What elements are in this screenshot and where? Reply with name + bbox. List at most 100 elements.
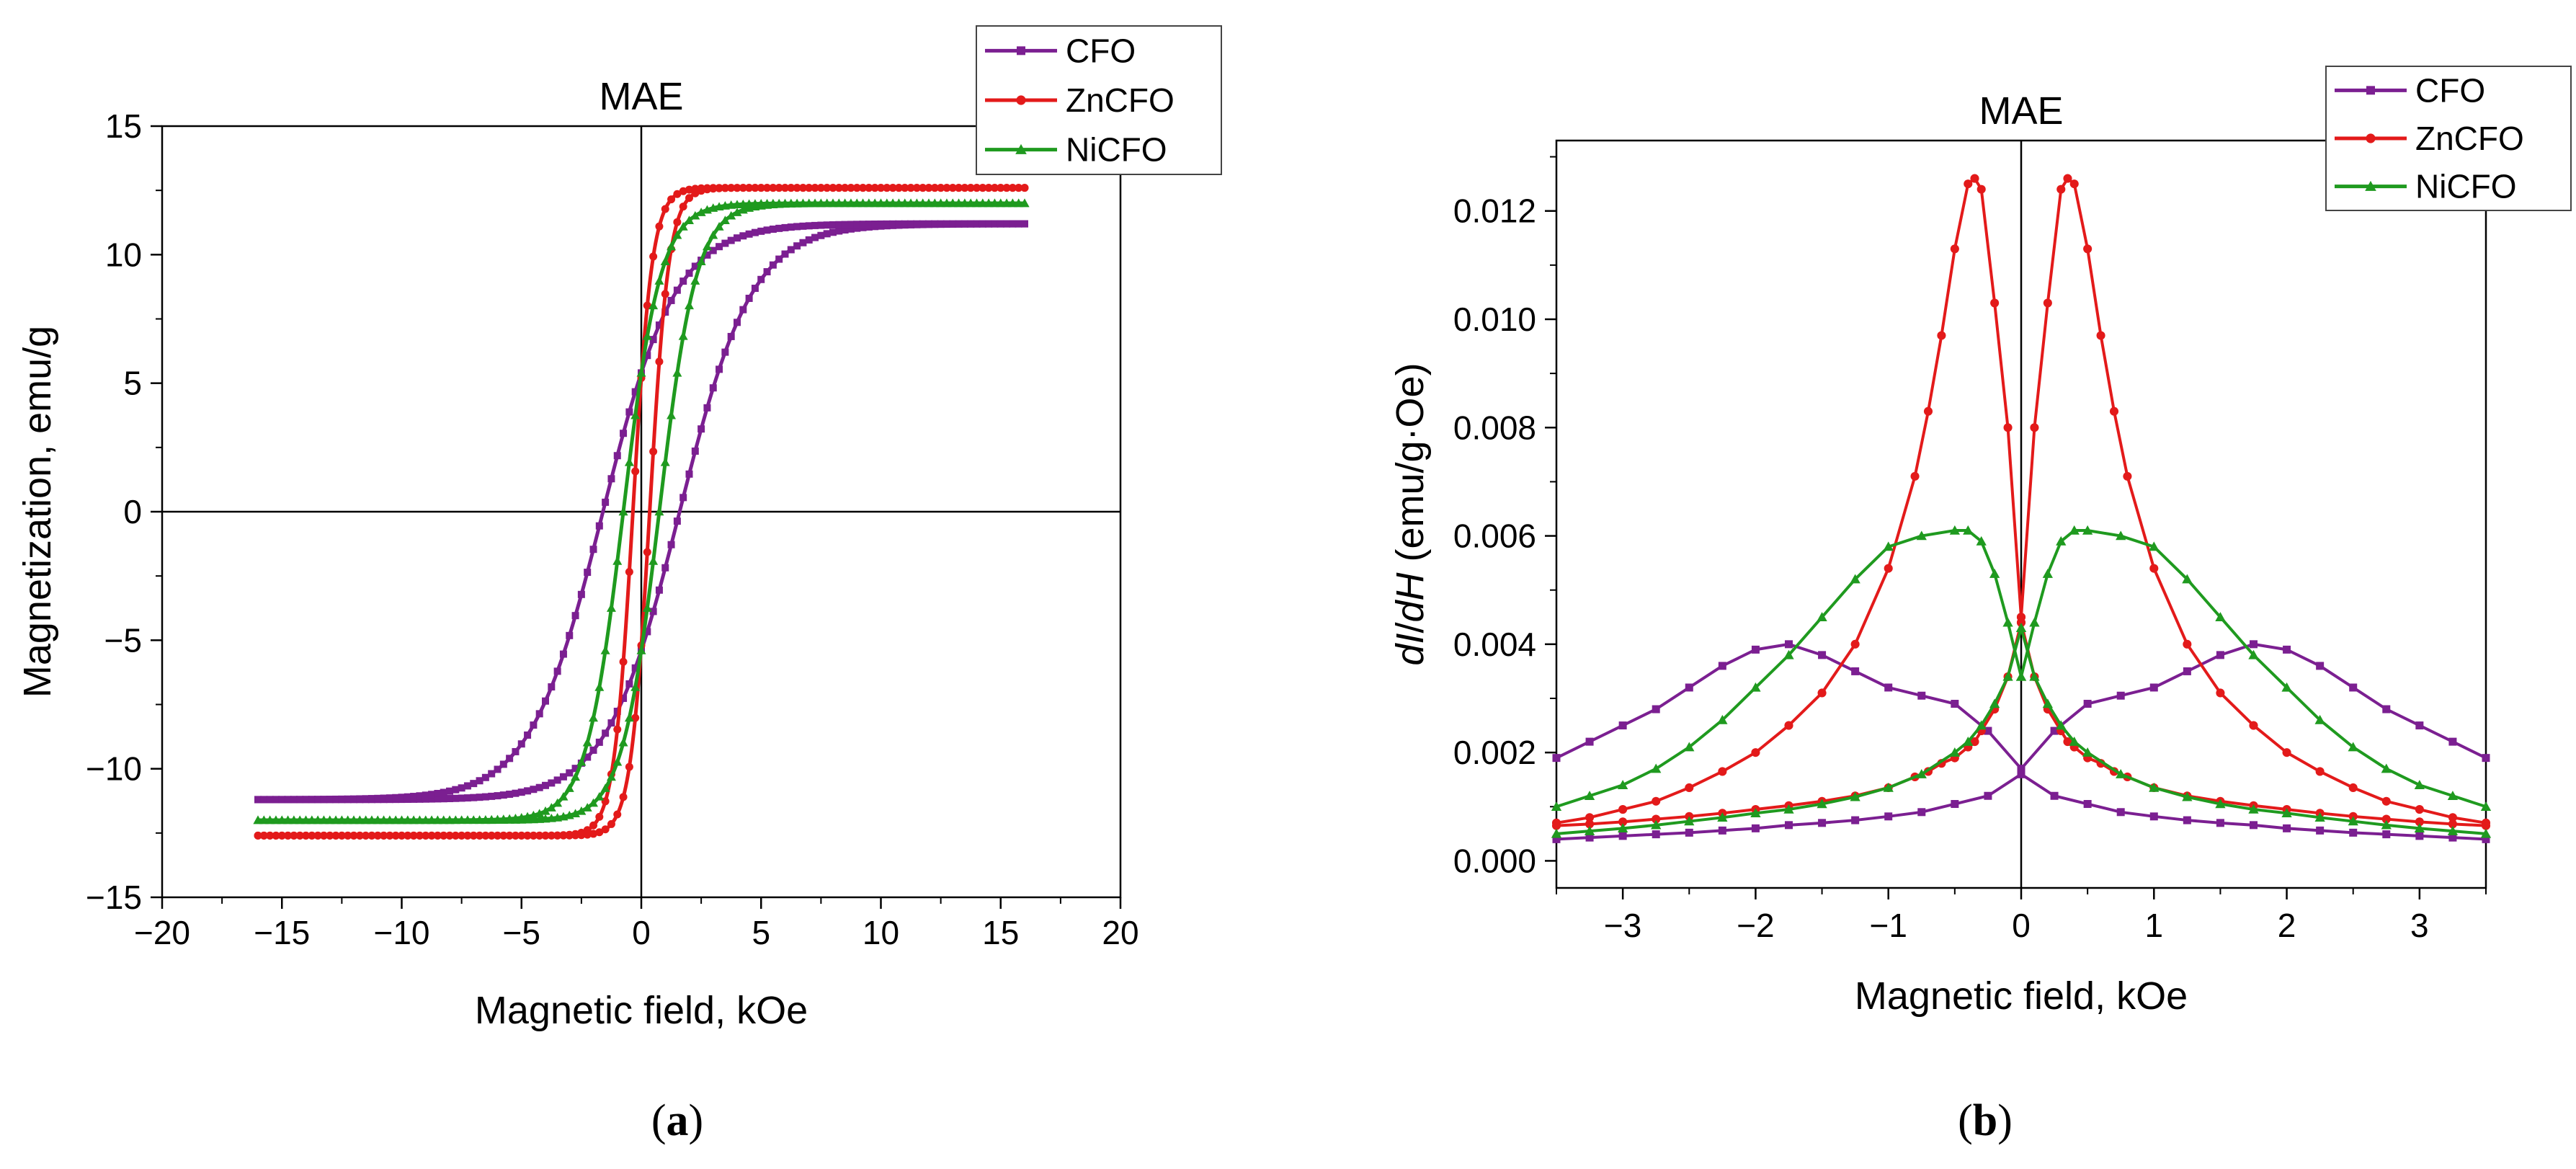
data-point-nicfo (1989, 569, 2000, 578)
data-point-nicfo (678, 331, 688, 340)
data-point-zncfo (979, 184, 987, 192)
data-point-cfo (2116, 691, 2125, 700)
data-point-cfo (781, 250, 789, 258)
data-point-cfo (314, 796, 322, 804)
data-point-cfo (1009, 220, 1017, 228)
data-point-cfo (799, 222, 807, 230)
data-point-cfo (1851, 816, 1860, 824)
data-point-zncfo (883, 184, 891, 192)
data-point-nicfo (834, 198, 844, 208)
data-point-cfo (613, 452, 621, 460)
data-point-cfo (584, 753, 592, 761)
data-point-cfo (667, 296, 675, 304)
data-point-nicfo (343, 815, 353, 824)
data-point-cfo (422, 795, 429, 803)
data-point-nicfo (2348, 742, 2358, 752)
data-point-cfo (787, 223, 795, 231)
data-point-nicfo (1976, 720, 1987, 730)
data-point-nicfo (421, 815, 431, 824)
data-point-nicfo (2414, 780, 2425, 789)
data-point-cfo (679, 494, 687, 502)
x-tick-label-a: −10 (373, 914, 429, 951)
data-point-cfo (481, 793, 489, 801)
data-point-cfo (602, 729, 610, 737)
data-point-zncfo (2348, 783, 2358, 793)
data-point-cfo (2349, 683, 2358, 692)
data-point-cfo (362, 795, 370, 803)
data-point-nicfo (912, 198, 922, 208)
data-point-cfo (517, 740, 525, 748)
data-point-zncfo (619, 657, 628, 666)
data-point-nicfo (463, 815, 473, 824)
data-point-zncfo (445, 831, 454, 840)
data-point-cfo (1652, 830, 1660, 839)
data-point-zncfo (1685, 783, 1694, 793)
data-point-zncfo (966, 184, 975, 192)
data-point-nicfo (553, 798, 563, 807)
data-point-nicfo (2314, 812, 2325, 822)
data-point-cfo (602, 498, 610, 506)
data-point-zncfo (2063, 174, 2072, 183)
data-point-zncfo (613, 810, 622, 819)
x-tick-label-b: −3 (1604, 907, 1641, 944)
data-point-cfo (577, 590, 585, 598)
data-point-cfo (973, 220, 981, 228)
data-point-nicfo (1783, 649, 1794, 659)
data-point-nicfo (672, 230, 682, 239)
data-point-zncfo (266, 831, 275, 840)
data-point-nicfo (618, 737, 628, 747)
data-point-nicfo (271, 815, 281, 824)
legend-label-zncfo: ZnCFO (2415, 120, 2524, 157)
data-point-zncfo (337, 831, 346, 840)
data-point-cfo (703, 404, 711, 412)
data-point-cfo (374, 794, 382, 802)
data-point-nicfo (600, 783, 610, 792)
data-point-nicfo (750, 199, 760, 208)
data-point-cfo (673, 517, 681, 525)
data-point-zncfo (787, 184, 795, 192)
data-point-zncfo (469, 831, 478, 840)
data-point-zncfo (2282, 748, 2291, 757)
data-point-nicfo (960, 198, 970, 208)
curve-branch-nicfo (1556, 627, 2023, 835)
data-point-nicfo (379, 815, 389, 824)
y-axis-label-part: dH (1389, 572, 1432, 622)
data-point-cfo (679, 277, 687, 285)
data-point-cfo (1585, 737, 1594, 746)
data-point-nicfo (636, 368, 646, 377)
legend-marker-cfo (2366, 86, 2375, 95)
data-point-zncfo (284, 831, 293, 840)
data-point-zncfo (1964, 179, 1973, 189)
data-point-cfo (691, 447, 699, 455)
data-point-nicfo (253, 815, 263, 824)
series-nicfo-b (1551, 525, 2492, 838)
data-point-nicfo (2116, 530, 2126, 541)
data-point-zncfo (643, 301, 651, 310)
data-point-cfo (542, 781, 549, 789)
data-point-zncfo (937, 184, 945, 192)
data-point-zncfo (415, 831, 424, 840)
data-point-nicfo (589, 798, 598, 807)
data-point-zncfo (823, 184, 832, 192)
data-point-nicfo (2414, 823, 2425, 833)
data-point-nicfo (649, 301, 659, 310)
data-point-cfo (506, 755, 514, 763)
data-point-nicfo (450, 815, 460, 824)
data-point-cfo (463, 794, 471, 802)
data-point-nicfo (642, 331, 652, 340)
data-point-zncfo (433, 831, 442, 840)
data-point-nicfo (654, 507, 664, 516)
data-point-cfo (931, 220, 939, 228)
data-point-nicfo (888, 198, 898, 208)
data-point-cfo (2183, 816, 2191, 824)
data-point-cfo (913, 220, 921, 228)
data-point-cfo (1685, 683, 1693, 692)
data-point-nicfo (936, 198, 946, 208)
curve-branch-nicfo (2020, 627, 2487, 835)
panel-label-a: (a) (651, 1096, 703, 1145)
x-tick-label-a: −5 (503, 914, 540, 951)
data-point-nicfo (2069, 525, 2080, 535)
x-tick-label-a: 5 (752, 914, 770, 951)
data-point-cfo (440, 788, 447, 796)
data-point-cfo (734, 319, 741, 326)
